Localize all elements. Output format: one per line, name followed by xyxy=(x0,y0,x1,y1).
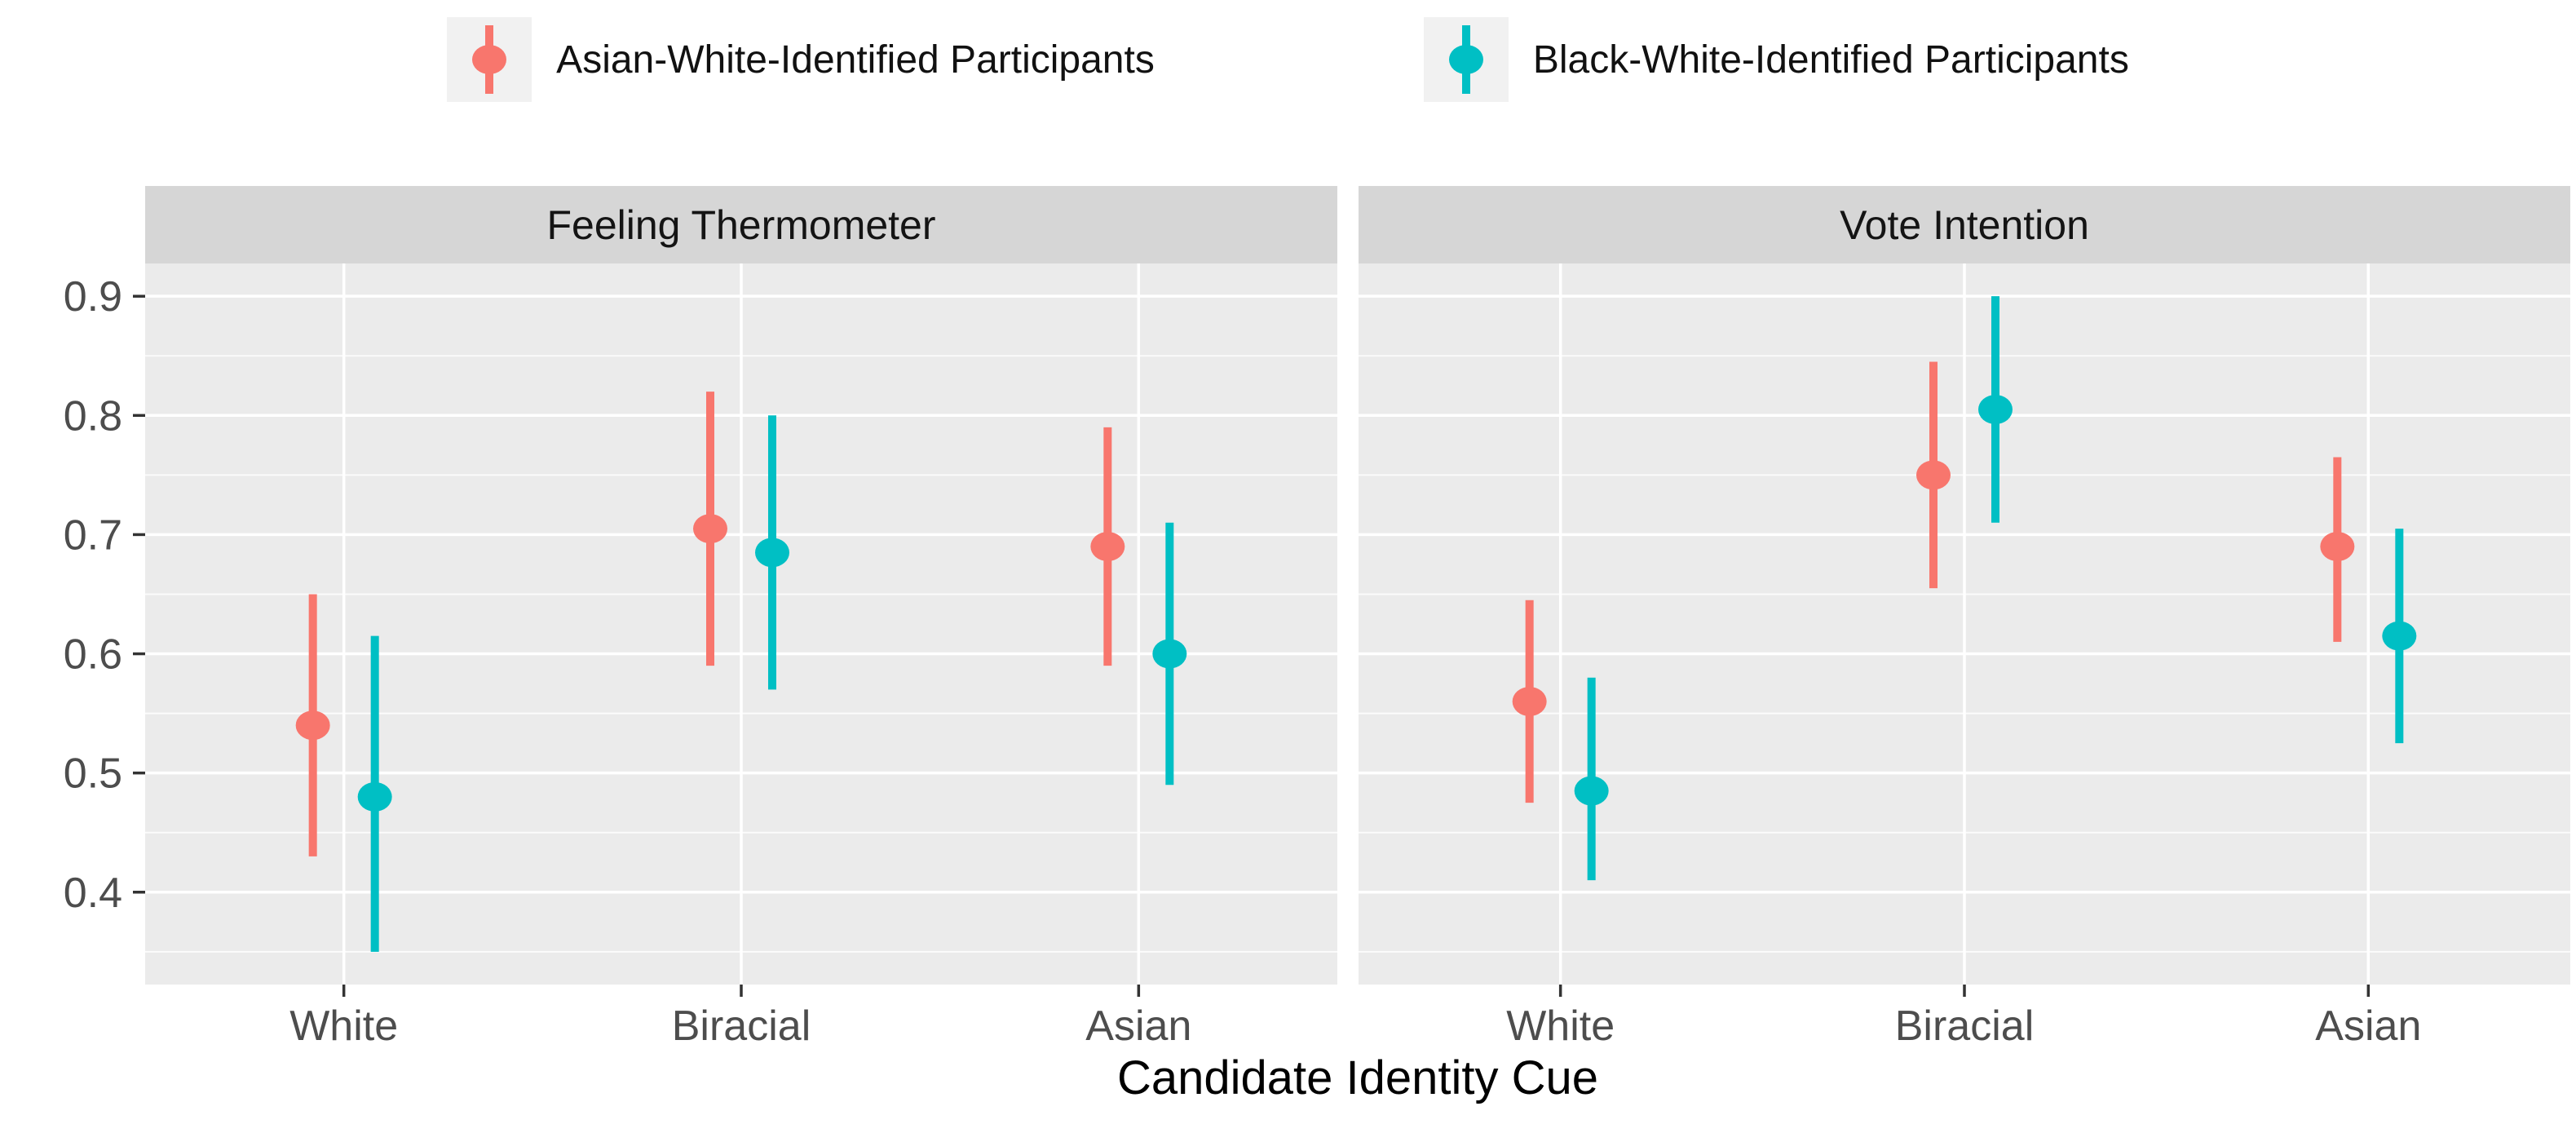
point-marker xyxy=(2320,532,2355,562)
x-tick-label: White xyxy=(1506,1002,1615,1050)
legend-item-black-white: Black-White-Identified Participants xyxy=(1423,17,2129,102)
point-marker xyxy=(1916,460,1951,490)
legend-label: Black-White-Identified Participants xyxy=(1532,38,2129,82)
strip-title: Vote Intention xyxy=(1840,201,2089,248)
y-tick-label: 0.9 xyxy=(64,273,122,321)
point-marker xyxy=(1152,639,1187,669)
legend-key xyxy=(447,17,532,102)
point-marker xyxy=(295,710,330,741)
y-tick-label: 0.4 xyxy=(64,870,122,917)
point-marker xyxy=(693,514,727,544)
point-marker xyxy=(1574,776,1609,806)
legend: Asian-White-Identified Participants Blac… xyxy=(0,7,2576,113)
point-marker xyxy=(1978,394,2013,424)
x-axis-title: Candidate Identity Cue xyxy=(1116,1051,1599,1104)
x-tick-label: Asian xyxy=(2315,1002,2421,1050)
facet-strip-vote-intention: Vote Intention xyxy=(1359,186,2570,263)
pointrange-glyph-icon xyxy=(1448,25,1483,94)
facet-strip-feeling-thermometer: Feeling Thermometer xyxy=(145,186,1337,263)
legend-item-asian-white: Asian-White-Identified Participants xyxy=(447,17,1155,102)
point-marker xyxy=(1090,532,1125,562)
y-tick-label: 0.7 xyxy=(64,511,122,559)
strip-title: Feeling Thermometer xyxy=(546,201,936,248)
pointrange-glyph-icon xyxy=(472,25,507,94)
y-tick-label: 0.6 xyxy=(64,631,122,679)
x-tick-label: White xyxy=(289,1002,398,1050)
legend-key xyxy=(1423,17,1509,102)
x-tick-label: Biracial xyxy=(672,1002,811,1050)
x-tick-label: Biracial xyxy=(1895,1002,2035,1050)
y-tick-label: 0.8 xyxy=(64,392,122,440)
point-marker xyxy=(755,538,789,568)
x-tick-label: Asian xyxy=(1085,1002,1191,1050)
legend-label: Asian-White-Identified Participants xyxy=(556,38,1155,82)
point-marker xyxy=(1512,686,1547,716)
y-tick-label: 0.5 xyxy=(64,750,122,798)
point-marker xyxy=(357,781,392,812)
point-marker xyxy=(2382,621,2417,651)
